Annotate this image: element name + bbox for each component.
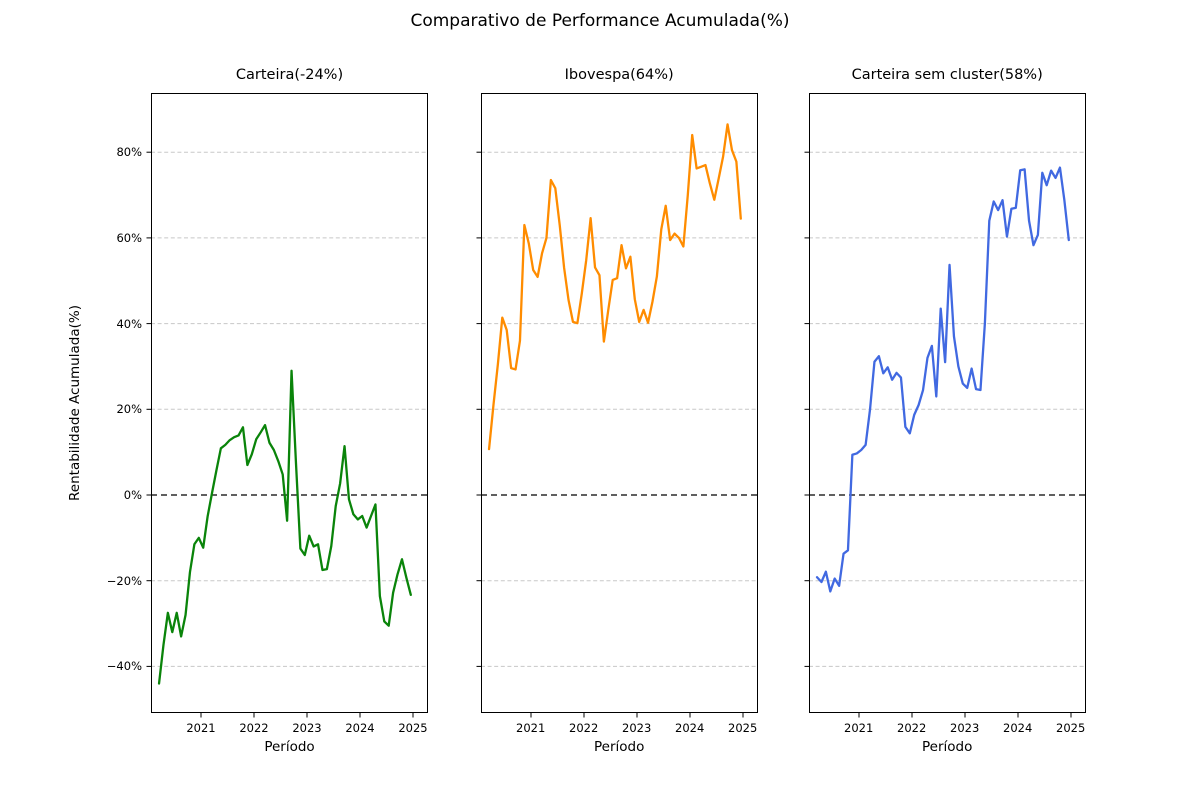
line-chart-ibovespa <box>476 93 758 718</box>
x-tick-label: 2025 <box>1056 721 1086 735</box>
subplot-ibovespa: Ibovespa(64%) Período 2021 2022 2023 2024 20… <box>476 67 758 755</box>
x-tick-label: 2021 <box>844 721 874 735</box>
x-tick-label: 2021 <box>186 721 216 735</box>
subplot-carteira: Carteira(-24%) Período 2021 2022 2023 2024 2… <box>107 67 428 755</box>
x-tick-label: 2022 <box>239 721 269 735</box>
y-tick-label: −20% <box>106 573 142 588</box>
x-axis-label: Período <box>594 739 645 755</box>
line-chart-carteira <box>146 93 428 718</box>
x-tick-label: 2022 <box>897 721 927 735</box>
subplot-title: Carteira(-24%) <box>235 67 344 83</box>
x-tick-label: 2024 <box>1003 721 1033 735</box>
y-tick-label: 40% <box>116 316 142 331</box>
x-tick-label: 2025 <box>728 721 758 735</box>
series-line <box>815 166 1070 593</box>
subplot-title: Ibovespa(64%) <box>564 67 674 83</box>
x-tick-label: 2023 <box>622 721 652 735</box>
y-tick-label: −40% <box>106 659 142 674</box>
x-axis-label: Período <box>922 739 973 755</box>
series-line <box>487 123 742 451</box>
x-tick-label: 2022 <box>569 721 599 735</box>
series-line <box>157 369 412 685</box>
figure-title: Comparativo de Performance Acumulada(%) <box>410 11 790 31</box>
x-tick-label: 2024 <box>345 721 375 735</box>
y-tick-label: 20% <box>116 402 142 417</box>
x-axis-label: Período <box>264 739 315 755</box>
x-tick-label: 2025 <box>398 721 428 735</box>
x-tick-label: 2021 <box>516 721 546 735</box>
subplot-carteira-sem-cluster: Carteira sem cluster(58%) Período 2021 20… <box>804 67 1086 755</box>
subplot-title: Carteira sem cluster(58%) <box>851 67 1043 83</box>
y-axis-label: Rentabilidade Acumulada(%) <box>67 305 83 501</box>
line-chart-carteira-sem-cluster <box>804 93 1086 718</box>
x-tick-label: 2023 <box>950 721 980 735</box>
x-tick-label: 2023 <box>292 721 322 735</box>
y-tick-label: 0% <box>123 488 142 502</box>
y-tick-label: 80% <box>116 145 142 160</box>
y-tick-label: 60% <box>116 230 142 245</box>
x-tick-label: 2024 <box>675 721 705 735</box>
